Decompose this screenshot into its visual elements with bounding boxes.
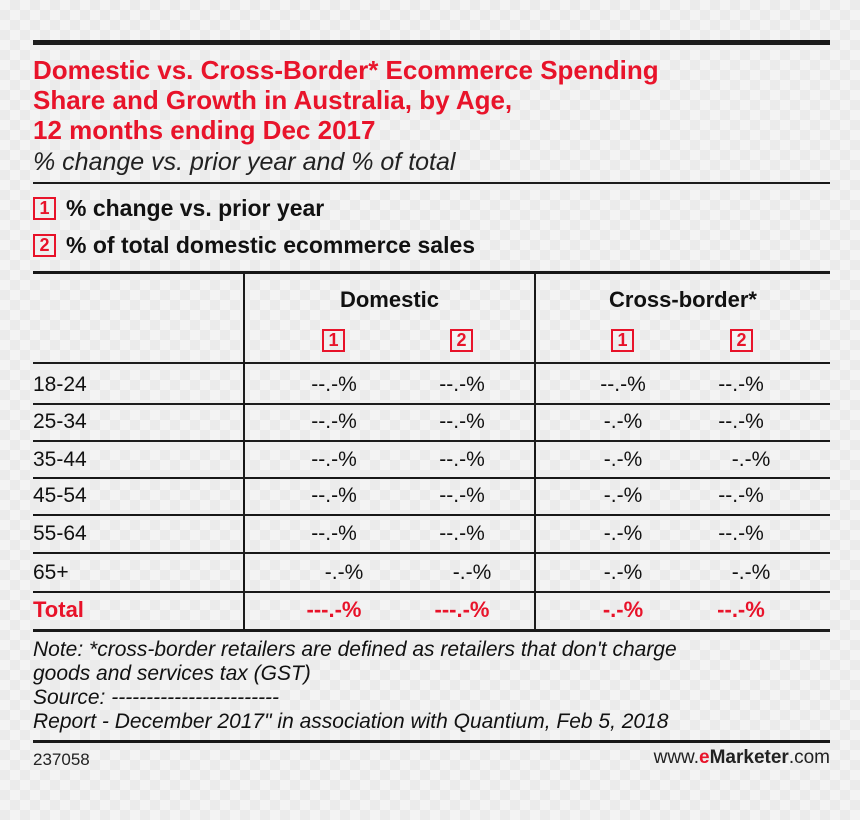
legend-badge: 2 — [33, 234, 56, 257]
legend-item-1: 1 % change vs. prior year — [33, 195, 324, 222]
note-line: Note: *cross-border retailers are define… — [33, 638, 677, 661]
total-cell: --.-% — [717, 597, 765, 622]
legend-label: % change vs. prior year — [66, 195, 325, 221]
chart-subtitle: % change vs. prior year and % of total — [33, 148, 456, 176]
total-cell: ---.-% — [306, 597, 362, 622]
title-line: Domestic vs. Cross-Border* Ecommerce Spe… — [33, 55, 659, 85]
table-cell: --.-% — [600, 373, 646, 396]
note-line: Report - December 2017" in association w… — [33, 710, 669, 733]
table-cell: -.-% — [731, 561, 771, 584]
table-cell: --.-% — [311, 484, 357, 507]
emarketer-logo: www.eMarketer.com — [654, 747, 830, 769]
header-rule — [33, 362, 830, 364]
row-label: 65+ — [33, 561, 69, 584]
table-cell: -.-% — [603, 484, 643, 507]
row-rule — [33, 477, 830, 479]
table-cell: --.-% — [439, 373, 485, 396]
note-block: Note: *cross-border retailers are define… — [33, 638, 830, 734]
column-group-cross-border: Cross-border* — [609, 287, 757, 312]
row-label: 45-54 — [33, 484, 87, 507]
row-rule — [33, 591, 830, 593]
column-group-domestic: Domestic — [339, 287, 440, 312]
row-label: 35-44 — [33, 448, 87, 471]
table-cell: --.-% — [311, 410, 357, 433]
column-divider — [243, 274, 245, 630]
row-label: 25-34 — [33, 410, 87, 433]
table-cell: -.-% — [603, 410, 643, 433]
total-label: Total — [33, 597, 84, 622]
column-badge: 2 — [730, 329, 753, 352]
logo-name: Marketer — [709, 747, 789, 768]
table-cell: -.-% — [452, 561, 492, 584]
table-cell: --.-% — [311, 448, 357, 471]
chart-card: Domestic vs. Cross-Border* Ecommerce Spe… — [33, 40, 830, 775]
table-cell: --.-% — [718, 410, 764, 433]
table-cell: -.-% — [324, 561, 364, 584]
table-cell: --.-% — [439, 522, 485, 545]
row-rule — [33, 514, 830, 516]
column-divider — [534, 274, 536, 630]
table-cell: -.-% — [731, 448, 771, 471]
table-cell: -.-% — [603, 561, 643, 584]
top-rule — [33, 40, 830, 45]
note-line: Source: ------------------------ — [33, 686, 280, 709]
table-cell: --.-% — [439, 484, 485, 507]
table-cell: --.-% — [439, 448, 485, 471]
table-top-rule — [33, 271, 830, 274]
subtitle-rule — [33, 182, 830, 184]
logo-brand: e — [699, 747, 710, 768]
logo-suffix: .com — [788, 747, 830, 768]
logo-prefix: www. — [653, 747, 700, 768]
chart-title: Domestic vs. Cross-Border* Ecommerce Spe… — [33, 55, 830, 145]
table-cell: --.-% — [718, 484, 764, 507]
legend-label: % of total domestic ecommerce sales — [66, 232, 476, 258]
column-badge: 1 — [322, 329, 345, 352]
row-rule — [33, 403, 830, 405]
row-label: 55-64 — [33, 522, 87, 545]
table-cell: -.-% — [603, 522, 643, 545]
table-cell: --.-% — [439, 410, 485, 433]
table-cell: --.-% — [311, 522, 357, 545]
table-bottom-rule — [33, 629, 830, 632]
legend-item-2: 2 % of total domestic ecommerce sales — [33, 232, 475, 259]
total-cell: ---.-% — [434, 597, 490, 622]
legend-badge: 1 — [33, 197, 56, 220]
row-label: 18-24 — [33, 373, 87, 396]
column-badge: 1 — [611, 329, 634, 352]
note-line: goods and services tax (GST) — [33, 662, 311, 685]
column-badge: 2 — [450, 329, 473, 352]
table-cell: --.-% — [718, 373, 764, 396]
title-line: Share and Growth in Australia, by Age, — [33, 85, 513, 115]
chart-id: 237058 — [33, 750, 90, 769]
table-cell: --.-% — [311, 373, 357, 396]
footer-rule — [33, 740, 830, 743]
table-cell: --.-% — [718, 522, 764, 545]
total-cell: -.-% — [602, 597, 644, 622]
table-cell: -.-% — [603, 448, 643, 471]
row-rule — [33, 552, 830, 554]
row-rule — [33, 440, 830, 442]
title-line: 12 months ending Dec 2017 — [33, 115, 376, 145]
